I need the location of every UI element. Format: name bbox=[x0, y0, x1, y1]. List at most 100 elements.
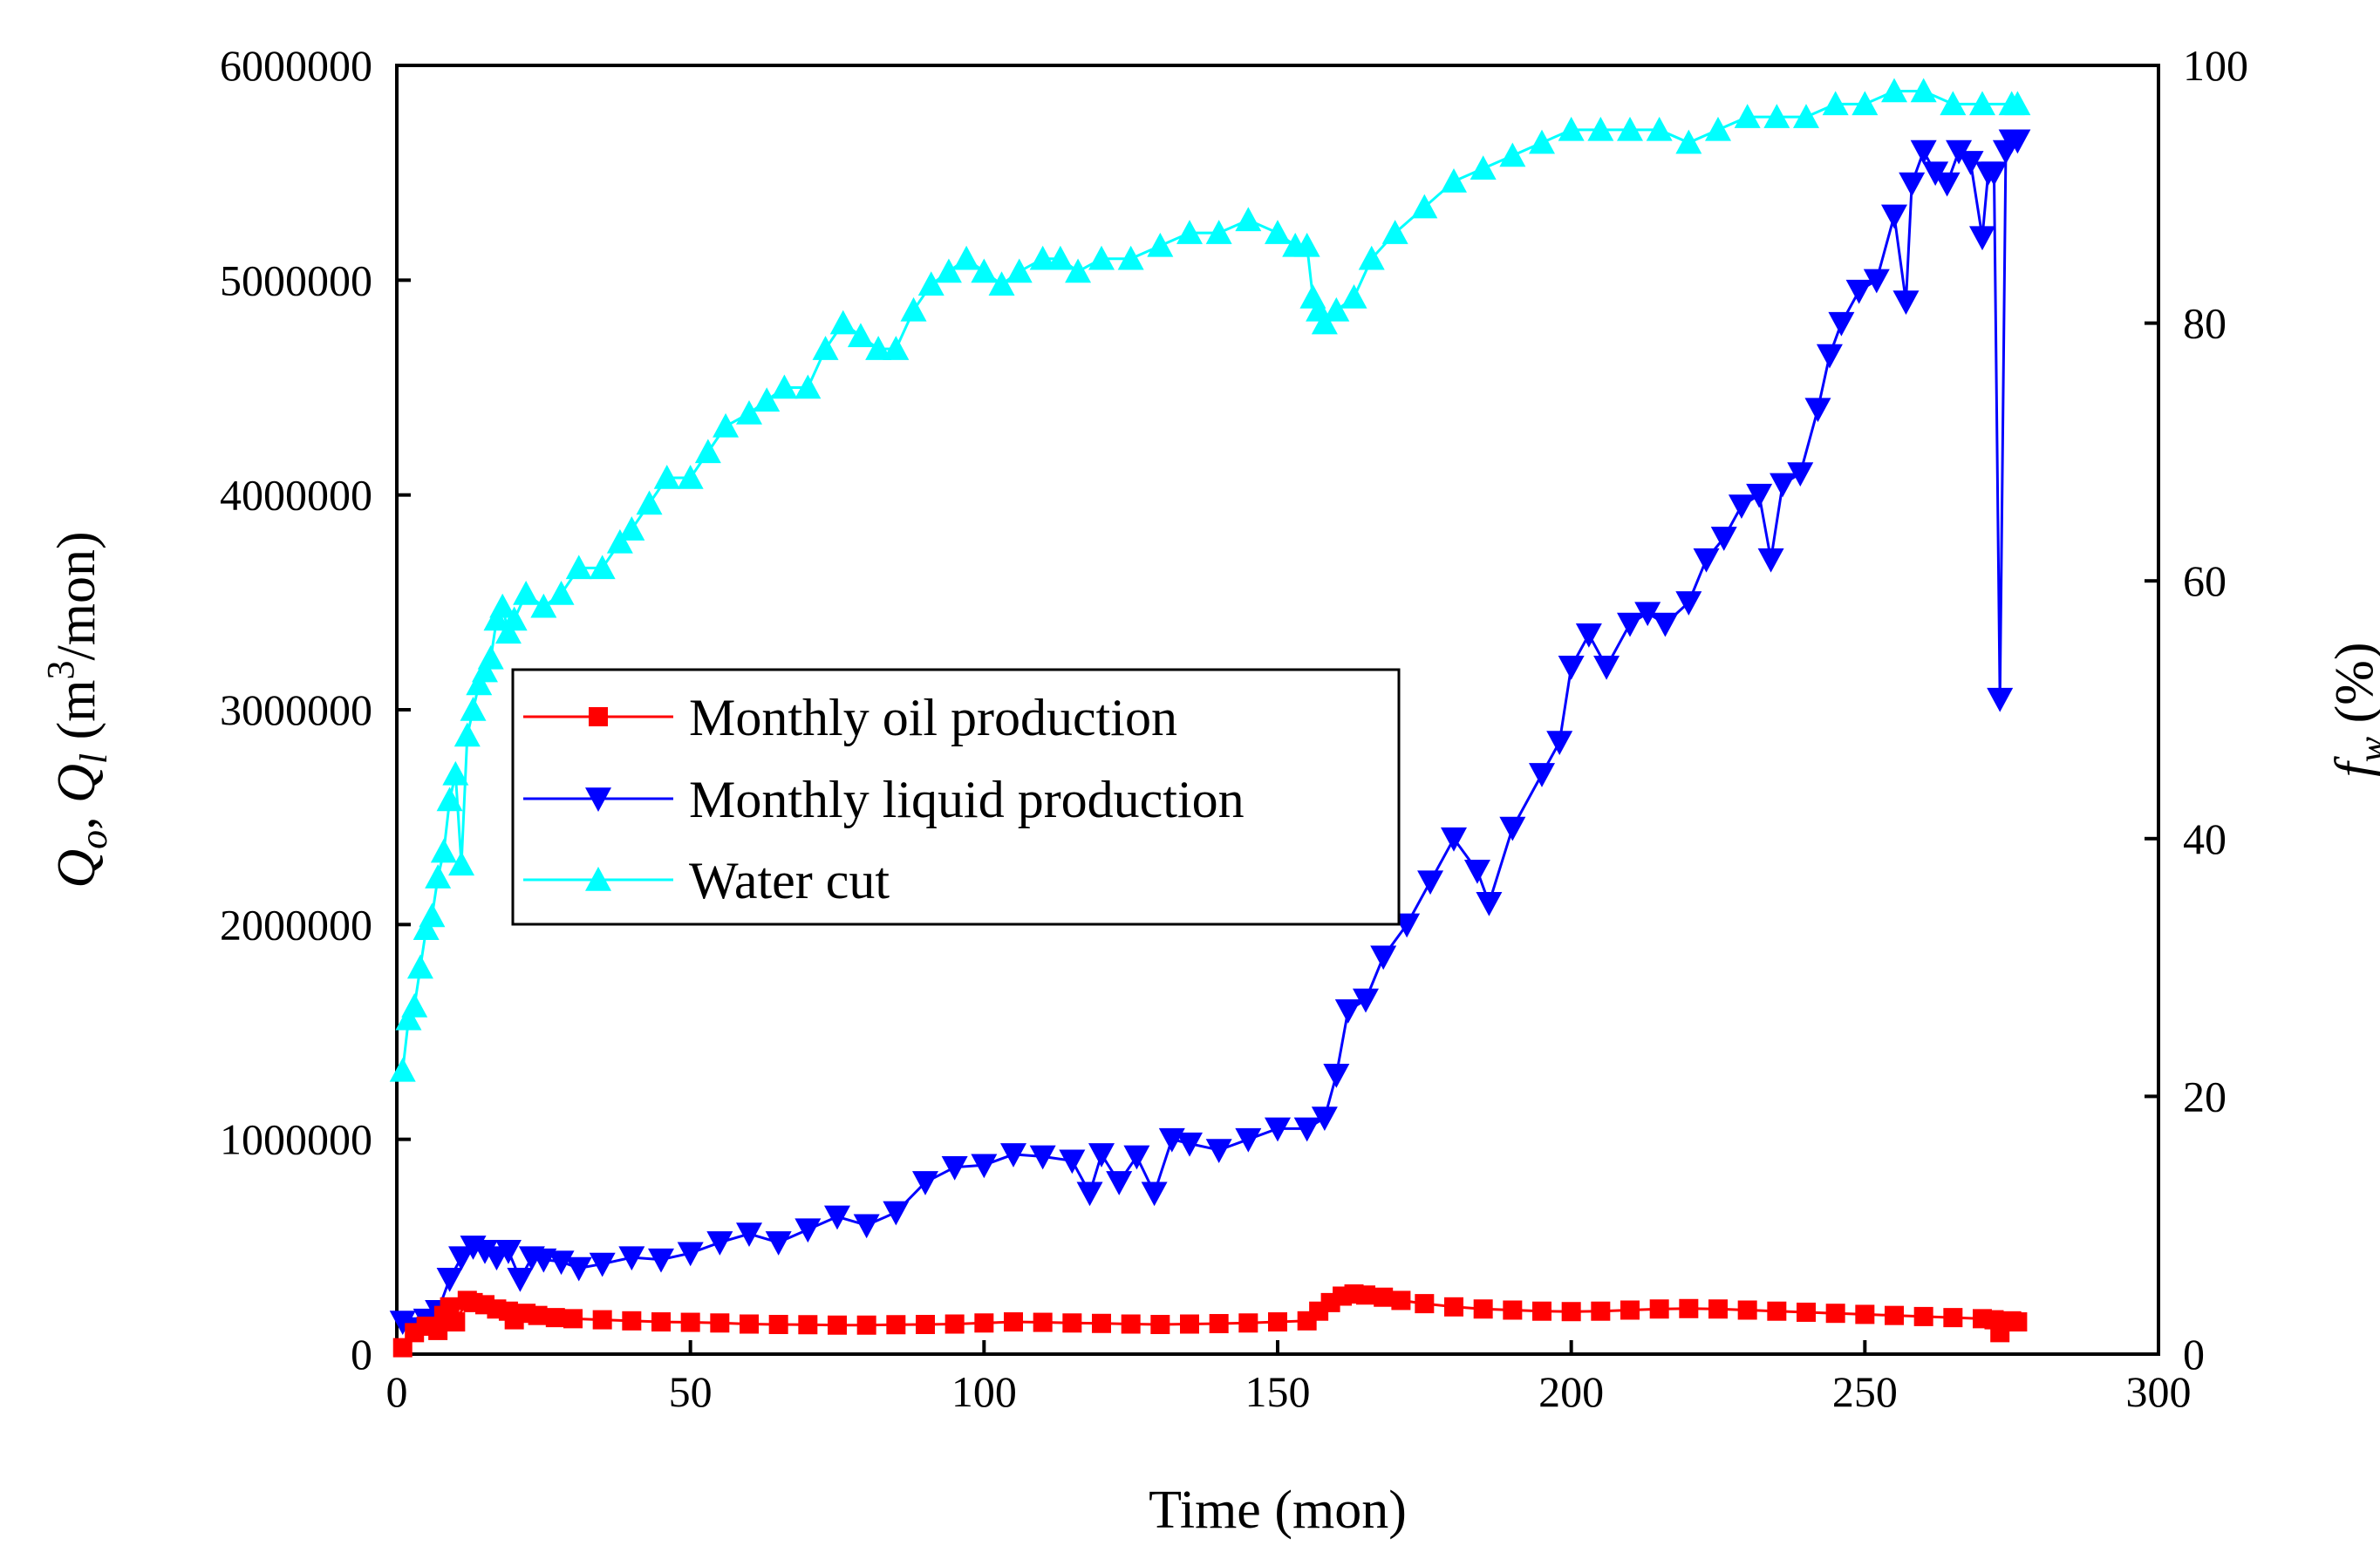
y-left-tick-label: 1000000 bbox=[220, 1115, 372, 1164]
data-point-liquid bbox=[1311, 1106, 1338, 1132]
data-point-oil bbox=[1180, 1314, 1199, 1334]
data-point-oil bbox=[1150, 1315, 1170, 1335]
data-point-watercut bbox=[829, 310, 856, 335]
data-point-oil bbox=[651, 1312, 671, 1332]
data-point-liquid bbox=[530, 1248, 557, 1273]
x-tick-label: 100 bbox=[951, 1367, 1017, 1416]
data-point-liquid bbox=[853, 1214, 880, 1239]
data-point-watercut bbox=[636, 490, 663, 515]
data-point-liquid bbox=[507, 1268, 534, 1292]
data-point-oil bbox=[1121, 1314, 1141, 1334]
data-point-oil bbox=[1062, 1313, 1082, 1333]
data-point-oil bbox=[1649, 1299, 1669, 1319]
data-point-oil bbox=[1885, 1305, 1904, 1325]
data-point-watercut bbox=[1205, 220, 1232, 244]
data-point-watercut bbox=[1029, 245, 1056, 270]
data-point-oil bbox=[740, 1314, 759, 1334]
data-point-liquid bbox=[1770, 473, 1797, 498]
q-unit-b: /mon) bbox=[47, 531, 106, 660]
data-point-oil bbox=[1268, 1312, 1287, 1332]
data-point-liquid bbox=[1558, 655, 1585, 680]
legend-label-liquid: Monthly liquid production bbox=[689, 771, 1245, 828]
x-tick-label: 50 bbox=[669, 1367, 713, 1416]
data-point-liquid bbox=[1323, 1064, 1350, 1088]
data-point-oil bbox=[1737, 1300, 1757, 1320]
data-point-watercut bbox=[430, 838, 457, 863]
data-point-oil bbox=[428, 1320, 448, 1340]
y-right-tick-label: 80 bbox=[2183, 299, 2227, 348]
data-point-watercut bbox=[1763, 104, 1790, 128]
data-point-watercut bbox=[1499, 142, 1526, 167]
data-point-liquid bbox=[494, 1240, 522, 1264]
data-point-watercut bbox=[1910, 78, 1937, 103]
data-point-liquid bbox=[1205, 1139, 1232, 1163]
data-point-oil bbox=[1209, 1314, 1229, 1334]
data-point-watercut bbox=[618, 516, 645, 541]
data-point-liquid bbox=[1059, 1149, 1086, 1174]
data-point-watercut bbox=[606, 528, 633, 554]
data-point-liquid bbox=[1476, 891, 1503, 916]
legend-marker-oil bbox=[589, 707, 608, 726]
legend-marker-liquid bbox=[585, 787, 611, 812]
data-point-oil bbox=[1503, 1300, 1523, 1320]
data-point-watercut bbox=[419, 902, 446, 928]
data-point-watercut bbox=[436, 786, 463, 812]
data-point-oil bbox=[1708, 1299, 1728, 1319]
data-point-liquid bbox=[1529, 763, 1555, 787]
data-point-oil bbox=[828, 1315, 847, 1335]
data-point-liquid bbox=[1441, 827, 1467, 852]
y-left-tick-label: 2000000 bbox=[220, 900, 372, 949]
y-right-tick-label: 0 bbox=[2183, 1330, 2205, 1379]
x-tick-label: 0 bbox=[386, 1367, 408, 1416]
data-point-oil bbox=[1374, 1287, 1394, 1307]
data-point-oil bbox=[1391, 1290, 1411, 1311]
data-point-watercut bbox=[1176, 220, 1203, 244]
legend: Monthly oil production Monthly liquid pr… bbox=[511, 668, 1401, 926]
data-point-liquid bbox=[1899, 172, 1926, 197]
data-point-watercut bbox=[406, 954, 433, 979]
data-point-watercut bbox=[1235, 207, 1262, 232]
data-point-oil bbox=[710, 1313, 730, 1333]
data-point-oil bbox=[1356, 1285, 1375, 1305]
fw-unit: (%) bbox=[2325, 642, 2380, 736]
data-point-watercut bbox=[513, 580, 540, 605]
data-point-watercut bbox=[460, 697, 487, 721]
data-point-liquid bbox=[1617, 612, 1643, 637]
data-point-liquid bbox=[736, 1222, 762, 1248]
data-point-watercut bbox=[494, 619, 522, 644]
data-point-watercut bbox=[477, 644, 504, 670]
data-point-watercut bbox=[1529, 129, 1555, 154]
data-point-liquid bbox=[1675, 591, 1702, 616]
data-point-liquid bbox=[883, 1201, 910, 1226]
data-point-watercut bbox=[448, 851, 475, 876]
data-point-oil bbox=[1473, 1299, 1493, 1319]
data-point-watercut bbox=[589, 555, 616, 580]
data-point-watercut bbox=[1793, 104, 1819, 128]
data-point-liquid bbox=[1546, 731, 1573, 755]
data-point-liquid bbox=[648, 1248, 674, 1273]
data-point-liquid bbox=[1845, 279, 1872, 304]
data-point-liquid bbox=[1710, 527, 1737, 551]
series-layer bbox=[389, 78, 2031, 1358]
data-point-liquid bbox=[1693, 548, 1720, 573]
data-point-oil bbox=[1415, 1294, 1435, 1314]
data-point-watercut bbox=[1311, 310, 1338, 335]
legend-label-watercut: Water cut bbox=[689, 852, 890, 909]
data-point-watercut bbox=[483, 606, 510, 631]
data-point-watercut bbox=[1646, 116, 1673, 141]
data-point-watercut bbox=[1675, 129, 1702, 154]
data-point-watercut bbox=[548, 580, 575, 605]
data-point-watercut bbox=[771, 374, 798, 399]
data-point-liquid bbox=[971, 1154, 998, 1179]
data-point-liquid bbox=[1787, 462, 1814, 487]
data-point-liquid bbox=[1892, 290, 1920, 315]
data-point-liquid bbox=[389, 1311, 416, 1336]
data-point-watercut bbox=[1587, 116, 1614, 141]
data-point-liquid bbox=[1353, 988, 1379, 1013]
x-tick-label: 250 bbox=[1832, 1367, 1898, 1416]
data-point-oil bbox=[1913, 1306, 1933, 1326]
data-point-watercut bbox=[453, 722, 481, 747]
data-point-liquid bbox=[1969, 226, 1995, 251]
data-point-liquid bbox=[1235, 1127, 1262, 1153]
data-point-oil bbox=[856, 1315, 876, 1335]
